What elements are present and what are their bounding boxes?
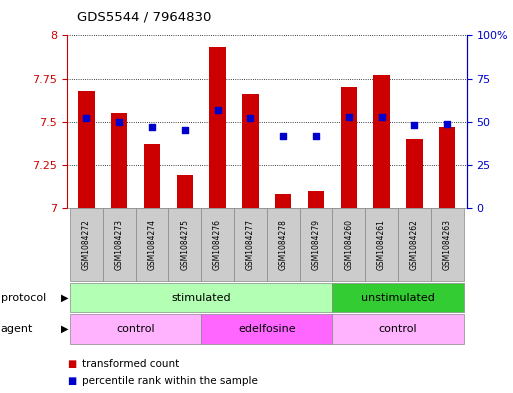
- Bar: [332, 283, 464, 312]
- Bar: [341, 87, 357, 208]
- Point: [378, 114, 386, 120]
- Point: [213, 107, 222, 113]
- Text: ▶: ▶: [61, 293, 68, 303]
- Bar: [365, 208, 398, 281]
- Bar: [176, 175, 193, 208]
- Bar: [242, 94, 259, 208]
- Bar: [300, 208, 332, 281]
- Bar: [135, 208, 168, 281]
- Text: agent: agent: [1, 324, 33, 334]
- Text: GDS5544 / 7964830: GDS5544 / 7964830: [77, 11, 211, 24]
- Text: GSM1084278: GSM1084278: [279, 219, 288, 270]
- Bar: [70, 208, 103, 281]
- Bar: [406, 139, 423, 208]
- Text: transformed count: transformed count: [82, 358, 180, 369]
- Text: GSM1084274: GSM1084274: [147, 219, 156, 270]
- Text: GSM1084261: GSM1084261: [377, 219, 386, 270]
- Bar: [144, 144, 160, 208]
- Point: [148, 124, 156, 130]
- Text: unstimulated: unstimulated: [361, 293, 435, 303]
- Bar: [267, 208, 300, 281]
- Point: [443, 120, 451, 127]
- Text: percentile rank within the sample: percentile rank within the sample: [82, 376, 258, 386]
- Bar: [234, 208, 267, 281]
- Point: [115, 119, 123, 125]
- Bar: [111, 113, 127, 208]
- Bar: [70, 283, 332, 312]
- Bar: [168, 208, 201, 281]
- Bar: [431, 208, 464, 281]
- Bar: [70, 314, 201, 344]
- Text: edelfosine: edelfosine: [238, 324, 295, 334]
- Bar: [201, 314, 332, 344]
- Text: protocol: protocol: [1, 293, 46, 303]
- Bar: [209, 48, 226, 208]
- Text: control: control: [379, 324, 417, 334]
- Bar: [332, 208, 365, 281]
- Bar: [103, 208, 135, 281]
- Text: ▶: ▶: [61, 324, 68, 334]
- Point: [246, 115, 254, 121]
- Point: [181, 127, 189, 134]
- Bar: [275, 195, 291, 208]
- Point: [279, 132, 287, 139]
- Point: [312, 132, 320, 139]
- Text: GSM1084275: GSM1084275: [180, 219, 189, 270]
- Bar: [332, 314, 464, 344]
- Text: GSM1084260: GSM1084260: [344, 219, 353, 270]
- Text: GSM1084262: GSM1084262: [410, 219, 419, 270]
- Bar: [308, 191, 324, 208]
- Text: GSM1084276: GSM1084276: [213, 219, 222, 270]
- Text: control: control: [116, 324, 155, 334]
- Text: GSM1084263: GSM1084263: [443, 219, 451, 270]
- Bar: [398, 208, 431, 281]
- Text: ■: ■: [67, 358, 76, 369]
- Bar: [201, 208, 234, 281]
- Text: ■: ■: [67, 376, 76, 386]
- Text: stimulated: stimulated: [171, 293, 231, 303]
- Text: GSM1084273: GSM1084273: [115, 219, 124, 270]
- Text: GSM1084277: GSM1084277: [246, 219, 255, 270]
- Bar: [373, 75, 390, 208]
- Text: GSM1084279: GSM1084279: [311, 219, 321, 270]
- Bar: [78, 91, 94, 208]
- Text: GSM1084272: GSM1084272: [82, 219, 91, 270]
- Point: [410, 122, 419, 129]
- Point: [345, 114, 353, 120]
- Bar: [439, 127, 456, 208]
- Point: [82, 115, 90, 121]
